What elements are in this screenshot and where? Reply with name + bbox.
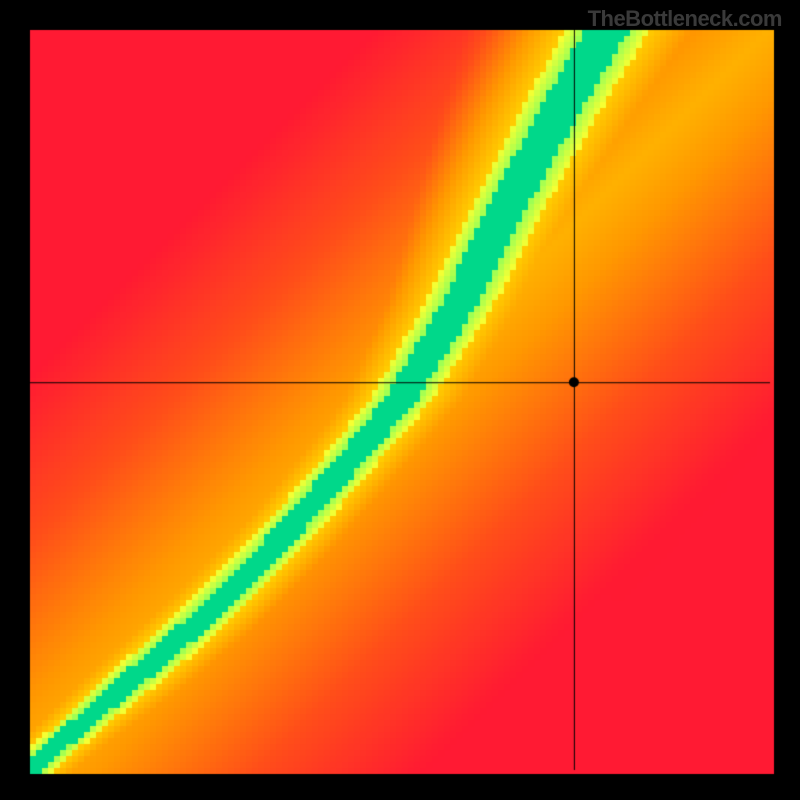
watermark: TheBottleneck.com: [588, 6, 782, 32]
heatmap-canvas: [0, 0, 800, 800]
chart-container: TheBottleneck.com: [0, 0, 800, 800]
